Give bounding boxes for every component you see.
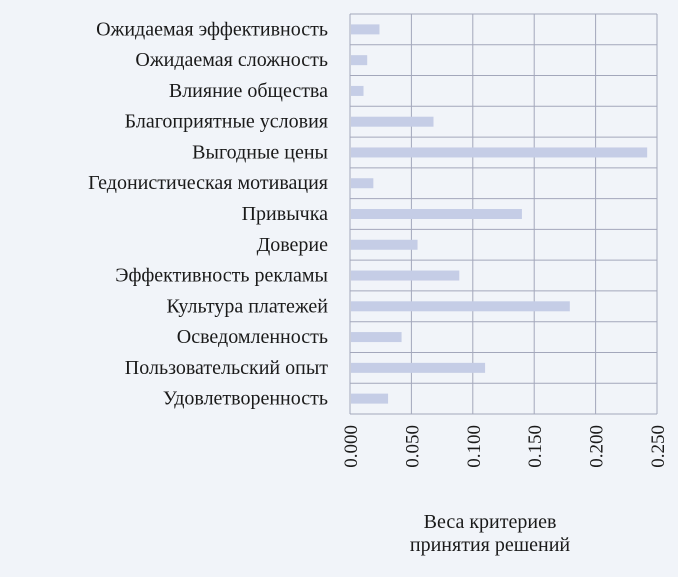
x-tick-label: 0.200 xyxy=(587,425,608,468)
x-axis-title: Веса критериев принятия решений xyxy=(340,511,640,557)
category-label: Гедонистическая мотивация xyxy=(88,172,328,194)
category-label: Удовлетворенность xyxy=(163,388,328,410)
bar xyxy=(351,55,368,66)
category-label: Ожидаемая эффективность xyxy=(96,18,328,40)
category-label: Привычка xyxy=(242,203,329,225)
category-label: Влияние общества xyxy=(169,80,328,102)
category-label: Культура платежей xyxy=(167,295,329,317)
bar xyxy=(351,178,374,189)
category-label: Ожидаемая сложность xyxy=(135,49,328,71)
bar xyxy=(351,301,570,312)
bar xyxy=(351,393,389,404)
bar xyxy=(351,116,434,127)
x-tick-label: 0.000 xyxy=(341,425,362,468)
category-label: Пользовательский опыт xyxy=(125,357,328,379)
x-tick-label: 0.100 xyxy=(464,425,485,468)
category-label: Благоприятные условия xyxy=(125,111,328,133)
category-label: Выгодные цены xyxy=(192,141,328,163)
x-tick-label: 0.150 xyxy=(525,425,546,468)
bar xyxy=(351,209,522,219)
x-tick-label: 0.250 xyxy=(648,425,669,468)
bar xyxy=(351,85,364,96)
bar xyxy=(351,270,460,281)
bar xyxy=(351,24,380,35)
bar xyxy=(351,332,402,343)
category-label: Осведомленность xyxy=(177,326,328,348)
bar xyxy=(351,239,418,250)
x-axis-title-line: принятия решений xyxy=(409,534,571,556)
bar xyxy=(351,362,486,373)
category-label: Эффективность рекламы xyxy=(115,265,328,287)
x-tick-label: 0.050 xyxy=(402,425,423,468)
bar xyxy=(351,147,648,158)
category-label: Доверие xyxy=(257,234,329,256)
x-axis-title-line: Веса критериев xyxy=(423,511,557,533)
